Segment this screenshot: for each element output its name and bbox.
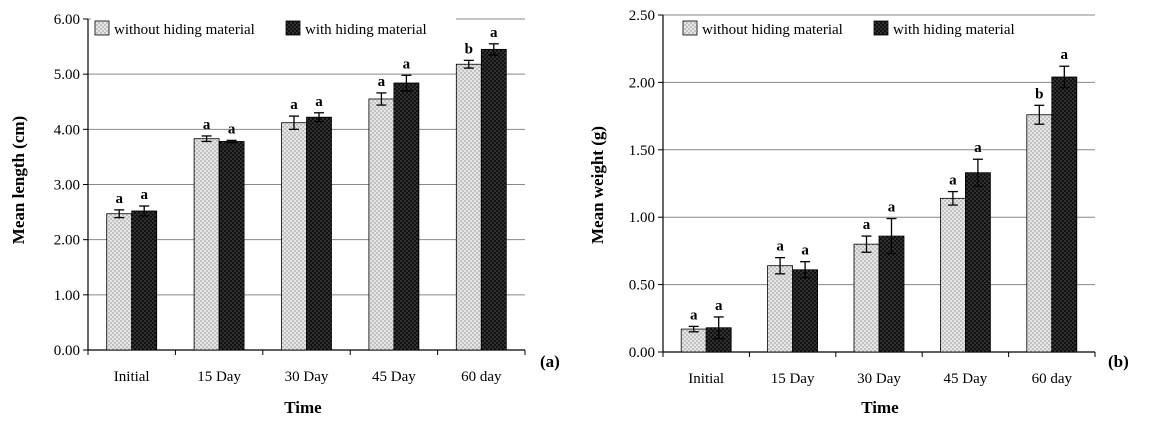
ytick-label: 1.00 (629, 210, 655, 226)
panel-a-ylabel: Mean length (cm) (9, 116, 28, 244)
significance-letter: a (228, 121, 236, 137)
bar (792, 269, 818, 353)
significance-letter: b (1035, 86, 1043, 102)
bar (1051, 76, 1078, 353)
ytick-label: 1.00 (54, 288, 80, 304)
bar (306, 116, 332, 351)
ytick-label: 2.00 (629, 75, 655, 91)
panel-a-xtick-labels: Initial 15 Day 30 Day 45 Day 60 day (114, 369, 502, 385)
xtick-label: 60 day (1032, 371, 1073, 387)
legend-label: with hiding material (893, 22, 1015, 38)
significance-letter: a (690, 307, 698, 323)
bar (106, 213, 133, 351)
panel-b-ylabel: Mean weight (g) (588, 126, 607, 244)
significance-letter: a (801, 243, 809, 259)
bar (218, 141, 245, 351)
legend-swatch (285, 20, 301, 36)
bar (480, 48, 507, 351)
bar (1026, 114, 1053, 353)
bar (680, 328, 707, 353)
panel-b-label: (b) (1108, 352, 1129, 371)
chart-panel-b: a a a a a a a a b a 0.00 0.50 1.00 1.50 2.00 2.50 Init… (588, 8, 1129, 417)
ytick-label: 6.00 (54, 12, 80, 28)
bar (368, 98, 395, 351)
bar (940, 197, 966, 353)
bar (767, 265, 793, 353)
xtick-label: 30 Day (285, 369, 329, 385)
panel-b-ytick-labels: 0.00 0.50 1.00 1.50 2.00 2.50 (629, 8, 655, 361)
legend-swatch (682, 20, 698, 36)
panel-a-legend: without hiding material with hiding mater… (91, 18, 456, 40)
panel-a-bars: a a a a a a a a b a (106, 25, 507, 351)
panel-b-xlabel: Time (861, 398, 899, 417)
significance-letter: a (974, 140, 982, 156)
significance-letter: a (403, 56, 411, 72)
xtick-label: 30 Day (857, 371, 901, 387)
significance-letter: a (203, 117, 211, 133)
significance-letter: a (378, 74, 386, 90)
bar (131, 210, 158, 351)
significance-letter: a (863, 217, 871, 233)
significance-letter: a (949, 173, 957, 189)
bar (965, 172, 991, 353)
significance-letter: a (776, 239, 784, 255)
panel-b-legend: without hiding material with hiding mater… (679, 18, 1044, 40)
panel-b-xtick-labels: Initial 15 Day 30 Day 45 Day 60 day (688, 371, 1072, 387)
legend-label: without hiding material (114, 22, 255, 38)
bar (455, 63, 482, 351)
legend-swatch (873, 20, 889, 36)
ytick-label: 3.00 (54, 178, 80, 194)
legend-label: without hiding material (702, 22, 843, 38)
significance-letter: a (1061, 47, 1069, 63)
ytick-label: 2.00 (54, 233, 80, 249)
significance-letter: a (715, 298, 723, 314)
panel-a-xlabel: Time (284, 398, 322, 417)
ytick-label: 5.00 (54, 67, 80, 83)
xtick-label: Initial (114, 369, 150, 385)
legend-swatch (94, 20, 110, 36)
ytick-label: 4.00 (54, 122, 80, 138)
significance-letter: b (465, 41, 473, 57)
panel-a-ytick-labels: 0.00 1.00 2.00 3.00 4.00 5.00 6.00 (54, 12, 80, 359)
bar (193, 138, 220, 351)
xtick-label: 15 Day (771, 371, 815, 387)
bar (853, 243, 880, 353)
ytick-label: 1.50 (629, 143, 655, 159)
significance-letter: a (315, 94, 323, 110)
ytick-label: 0.00 (54, 343, 80, 359)
bar (393, 82, 420, 351)
xtick-label: Initial (688, 371, 724, 387)
panel-b-bars: a a a a a a a a b a (680, 47, 1078, 353)
xtick-label: 45 Day (944, 371, 988, 387)
panel-a-label: (a) (540, 352, 560, 371)
ytick-label: 0.50 (629, 278, 655, 294)
significance-letter: a (115, 191, 123, 207)
panel-b-gridlines (658, 14, 1096, 357)
bar (281, 122, 307, 351)
legend-box (91, 18, 456, 40)
xtick-label: 15 Day (197, 369, 241, 385)
legend-label: with hiding material (305, 22, 427, 38)
significance-letter: a (290, 97, 298, 113)
significance-letter: a (490, 25, 498, 41)
ytick-label: 0.00 (629, 345, 655, 361)
legend-box (679, 18, 1044, 40)
ytick-label: 2.50 (629, 8, 655, 24)
xtick-label: 60 day (461, 369, 502, 385)
significance-letter: a (140, 187, 148, 203)
significance-letter: a (888, 200, 896, 216)
xtick-label: 45 Day (372, 369, 416, 385)
bar (705, 327, 732, 353)
